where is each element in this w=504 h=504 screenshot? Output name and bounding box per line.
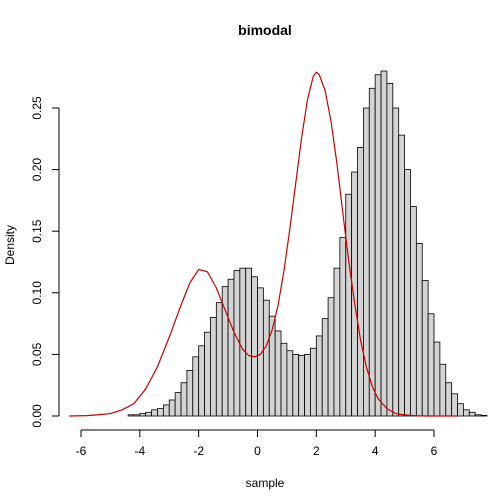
histogram-bar [151,409,158,417]
histogram-bar [345,193,353,417]
histogram-bar [333,267,341,417]
histogram-bar [245,267,253,417]
histogram-bar [315,335,323,417]
histogram-bar [145,411,153,417]
histogram-bar [251,276,258,417]
histogram-bar [327,297,335,417]
x-axis: -6 -4 -2 0 2 4 6 [76,429,438,458]
histogram-bar [421,280,429,417]
x-tick-label: -6 [76,444,87,458]
x-tick-label: 2 [313,444,320,458]
histogram-bar [439,363,447,417]
histogram-bar [292,353,300,417]
histogram-bar [463,409,470,417]
histogram-bar [157,408,164,417]
histogram-bar [451,393,458,417]
histogram-bar [133,414,141,417]
histogram-bar [368,87,376,417]
histogram-bar [215,302,223,417]
histogram-bar [204,331,211,417]
histogram-bar [398,134,405,417]
histogram-bar [392,107,400,417]
histogram-bar [362,107,370,417]
histogram-bar [186,370,194,417]
histogram-bar [239,267,247,417]
y-tick-label: 0.15 [30,219,44,243]
histogram-bar [310,347,317,417]
x-tick-label: -4 [134,444,145,458]
y-axis-label: Density [3,225,17,265]
histogram-bar [304,353,311,417]
histogram-bar [298,355,305,417]
x-axis-label: sample [246,476,285,490]
histogram-bar [280,342,288,417]
histogram-bar [127,414,135,417]
histogram-bar [380,70,388,417]
y-tick-label: 0.20 [30,158,44,182]
histogram-bar [457,403,464,417]
y-axis: 0.00 0.05 0.10 0.15 0.20 0.25 [30,96,60,428]
x-tick-label: -2 [193,444,204,458]
histogram-bar [139,413,147,417]
histogram-bar [410,206,417,417]
histogram-bar [374,74,382,417]
y-tick-label: 0.00 [30,404,44,428]
x-tick-label: 4 [372,444,379,458]
histogram-bar [192,356,200,417]
histogram-bar [474,414,482,417]
histogram-bar [404,169,411,417]
y-tick-label: 0.10 [30,281,44,305]
histogram-bar [227,278,235,417]
histogram-bar [210,317,217,417]
histogram-bar [339,236,347,417]
histogram-bar [433,341,441,417]
density-curve [69,71,458,417]
histogram-bar [262,299,270,417]
histogram-bar [480,414,488,417]
y-tick-label: 0.05 [30,342,44,366]
histogram-bar [274,330,282,417]
histogram-bar [351,171,358,417]
histogram-bar [427,313,435,417]
histogram-bar [162,404,170,417]
histogram-bar [321,318,329,417]
histogram-bar [415,243,423,417]
histogram-bar [286,350,294,417]
histogram-bar [445,382,453,417]
histogram-bars [127,70,488,417]
x-tick-label: 0 [254,444,261,458]
histogram-bar [386,82,394,417]
histogram-bar [168,399,176,417]
y-tick-label: 0.25 [30,96,44,120]
x-tick-label: 6 [431,444,438,458]
histogram-bar [174,392,182,417]
histogram-bar [357,147,364,417]
chart-title: bimodal [238,22,292,38]
histogram-bar [180,382,188,417]
histogram-bar [198,345,205,417]
histogram-bar [468,411,476,417]
